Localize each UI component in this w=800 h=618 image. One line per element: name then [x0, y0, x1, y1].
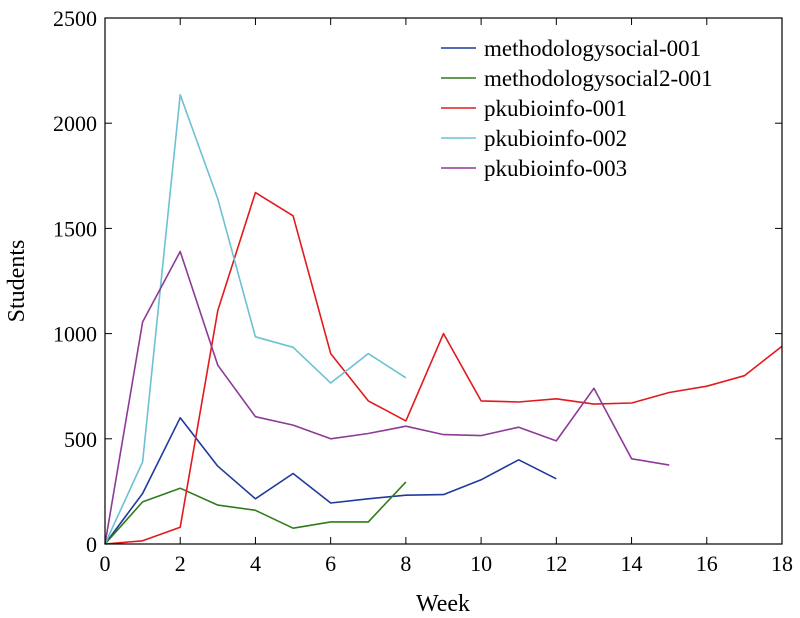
legend-label-4: pkubioinfo-002	[484, 126, 627, 151]
y-tick-label: 2500	[53, 6, 97, 31]
legend-label-2: methodologysocial2-001	[484, 66, 713, 91]
x-tick-label: 2	[175, 551, 186, 576]
x-tick-label: 18	[771, 551, 793, 576]
x-tick-label: 12	[545, 551, 567, 576]
series-line-3	[104, 191, 783, 545]
x-tick-label: 0	[100, 551, 111, 576]
x-axis-label: Week	[416, 591, 470, 617]
x-tick-label: 10	[470, 551, 492, 576]
y-axis-label: Students	[4, 240, 30, 323]
x-tick-label: 16	[696, 551, 718, 576]
ticks-layer: 0 2 4 6 8 10 12 14 16 18 0 500 1000 1500 2000 2500	[53, 6, 793, 576]
x-tick-label: 6	[325, 551, 336, 576]
series-line-5	[104, 250, 670, 545]
y-tick-label: 1000	[53, 322, 97, 347]
series-line-2	[104, 481, 407, 545]
y-tick-label: 500	[64, 427, 97, 452]
legend-label-5: pkubioinfo-003	[484, 156, 627, 181]
plot-frame	[104, 17, 783, 545]
series-layer	[104, 94, 783, 545]
legend-label-3: pkubioinfo-001	[484, 96, 627, 121]
y-tick-label: 0	[86, 532, 97, 557]
y-tick-label: 1500	[53, 216, 97, 241]
legend-label-1: methodologysocial-001	[484, 36, 701, 61]
series-line-1	[104, 416, 557, 545]
legend: methodologysocial-001 methodologysocial2-…	[441, 36, 713, 181]
x-tick-label: 8	[400, 551, 411, 576]
series-line-4	[104, 94, 407, 545]
x-tick-label: 4	[250, 551, 261, 576]
y-tick-label: 2000	[53, 111, 97, 136]
x-tick-label: 14	[621, 551, 643, 576]
